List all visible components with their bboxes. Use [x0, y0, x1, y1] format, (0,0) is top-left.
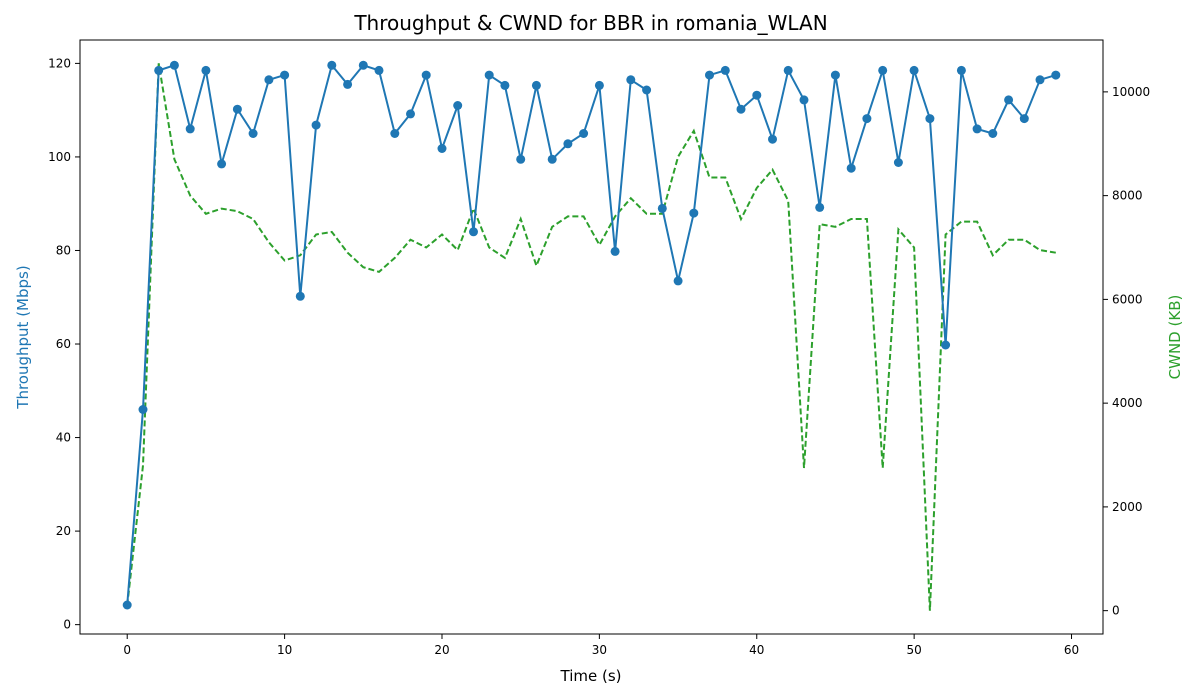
throughput-point: [783, 65, 793, 75]
throughput-point: [327, 60, 337, 70]
throughput-point: [122, 600, 132, 610]
throughput-point: [815, 202, 825, 212]
y-left-tick-label: 120: [48, 56, 71, 70]
y-right-tick-label: 8000: [1112, 189, 1143, 203]
throughput-point: [169, 60, 179, 70]
x-axis: 0 10 20 30 40 50 60: [123, 634, 1079, 657]
throughput-point: [941, 340, 951, 350]
throughput-point: [547, 154, 557, 164]
throughput-point: [185, 124, 195, 134]
y-left-tick-label: 0: [63, 618, 71, 632]
y-right-tick-label: 2000: [1112, 500, 1143, 514]
throughput-point: [862, 114, 872, 124]
throughput-point: [956, 65, 966, 75]
chart-title: Throughput & CWND for BBR in romania_WLA…: [353, 11, 827, 35]
throughput-point: [1004, 95, 1014, 105]
y-left-axis: 0 20 40 60 80 100 120: [48, 56, 80, 632]
throughput-point: [500, 80, 510, 90]
throughput-point: [374, 65, 384, 75]
x-tick-label: 0: [123, 643, 131, 657]
throughput-point: [295, 291, 305, 301]
throughput-point: [830, 70, 840, 80]
throughput-point: [484, 70, 494, 80]
throughput-point: [264, 75, 274, 85]
throughput-point: [909, 65, 919, 75]
throughput-point: [594, 80, 604, 90]
throughput-point: [689, 208, 699, 218]
throughput-point: [531, 80, 541, 90]
throughput-point: [248, 129, 258, 138]
throughput-point: [799, 95, 809, 105]
throughput-point: [972, 124, 982, 134]
throughput-point: [358, 60, 368, 70]
y-right-axis-label: CWND (KB): [1166, 295, 1184, 380]
throughput-point: [201, 65, 211, 75]
throughput-point: [311, 120, 321, 130]
y-left-tick-label: 100: [48, 150, 71, 164]
y-right-tick-label: 4000: [1112, 396, 1143, 410]
y-right-tick-label: 6000: [1112, 292, 1143, 306]
throughput-point: [1051, 70, 1061, 80]
throughput-point: [893, 158, 903, 167]
throughput-point: [626, 75, 636, 85]
throughput-point: [516, 154, 526, 164]
throughput-point: [563, 139, 573, 149]
x-tick-label: 50: [906, 643, 921, 657]
throughput-point: [343, 79, 353, 89]
throughput-point: [925, 114, 935, 124]
throughput-point: [642, 85, 652, 95]
throughput-point: [421, 70, 431, 80]
throughput-point: [1035, 75, 1045, 85]
x-tick-label: 10: [277, 643, 292, 657]
plot-area: [79, 39, 1104, 635]
throughput-point: [720, 65, 730, 75]
throughput-point: [453, 101, 463, 110]
throughput-point: [752, 90, 762, 100]
y-right-tick-label: 10000: [1112, 85, 1150, 99]
throughput-point: [768, 134, 777, 144]
throughput-point: [736, 104, 746, 114]
throughput-point: [846, 163, 856, 173]
throughput-point: [217, 159, 227, 169]
throughput-point: [280, 70, 290, 80]
throughput-point: [406, 109, 415, 119]
throughput-point: [579, 129, 589, 138]
throughput-point: [232, 104, 242, 114]
throughput-point: [673, 276, 683, 286]
throughput-point: [390, 129, 400, 138]
y-left-tick-label: 40: [56, 431, 71, 445]
x-tick-label: 60: [1064, 643, 1079, 657]
throughput-point: [878, 65, 888, 75]
y-left-tick-label: 60: [56, 337, 71, 351]
y-left-tick-label: 80: [56, 243, 71, 257]
x-tick-label: 20: [434, 643, 449, 657]
throughput-line: [126, 63, 1057, 606]
throughput-point: [610, 246, 620, 256]
x-tick-label: 30: [592, 643, 607, 657]
throughput-point: [437, 144, 447, 153]
y-left-axis-label: Throughput (Mbps): [14, 265, 32, 409]
throughput-point: [988, 129, 998, 138]
series-layer: [122, 60, 1061, 611]
y-right-axis: 0 2000 4000 6000 8000 10000: [1103, 85, 1150, 618]
throughput-point: [154, 65, 164, 75]
throughput-point: [469, 227, 478, 237]
x-axis-label: Time (s): [560, 667, 622, 685]
throughput-point: [1019, 114, 1029, 124]
cwnd-line: [126, 63, 1056, 611]
throughput-point: [705, 70, 714, 80]
x-tick-label: 40: [749, 643, 764, 657]
y-left-tick-label: 20: [56, 524, 71, 538]
throughput-point: [138, 405, 148, 414]
y-right-tick-label: 0: [1112, 604, 1120, 618]
throughput-point: [657, 203, 667, 213]
